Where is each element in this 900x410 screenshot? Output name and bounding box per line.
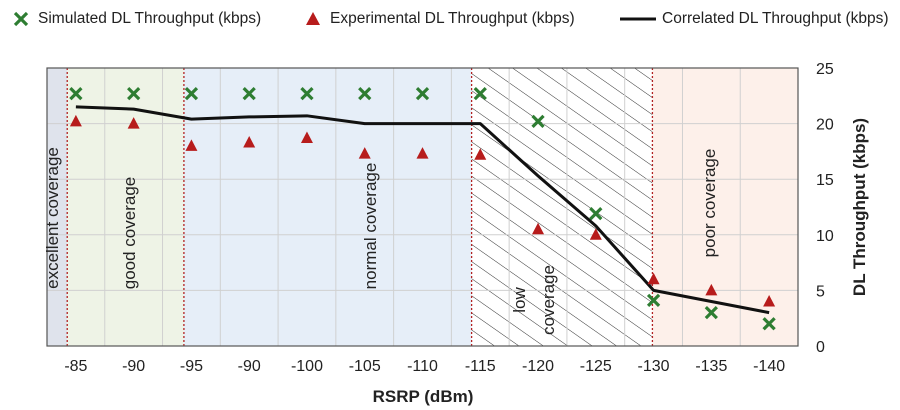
y-tick-label: 5 [816, 283, 825, 300]
simulated-point-stroke [358, 86, 372, 101]
region-bg-2 [183, 68, 472, 346]
region-label-low: low [510, 287, 529, 313]
line-marker-icon [620, 17, 656, 21]
y-tick-label: 20 [816, 117, 834, 134]
experimental-point [185, 139, 198, 151]
x-axis-label: RSRP (dBm) [373, 387, 474, 406]
triangle-marker-icon [306, 12, 320, 25]
simulated-point [415, 86, 430, 101]
experimental-point [300, 131, 313, 144]
simulated-point-stroke [127, 86, 141, 101]
x-tick-label: -115 [465, 358, 496, 375]
legend-item-correlated: Correlated DL Throughput (kbps) [620, 8, 889, 30]
simulated-point [300, 86, 314, 101]
simulated-point [69, 86, 83, 101]
y-tick-label: 15 [816, 172, 834, 189]
simulated-point-stroke [531, 114, 545, 129]
x-tick-label: -120 [522, 358, 554, 375]
x-tick-label: -100 [291, 358, 323, 375]
legend-item-simulated: Simulated DL Throughput (kbps) [10, 8, 261, 30]
y-axis-label: DL Throughput (kbps) [850, 118, 869, 296]
region-bg-0 [47, 68, 68, 346]
simulated-point [589, 207, 603, 221]
experimental-point [532, 222, 545, 235]
simulated-point-stroke [69, 86, 83, 101]
x-tick-label: -90 [238, 358, 261, 375]
simulated-point [358, 86, 372, 101]
simulated-point-stroke [300, 86, 314, 101]
axis-ticks: -85 -90 -95 -90 -100 -105 -110 -115 -120 -125 -130… [64, 61, 834, 375]
experimental-point [358, 147, 371, 159]
experimental-point [763, 295, 776, 307]
simulated-point-stroke [704, 306, 718, 320]
simulated-point [127, 86, 141, 101]
x-tick-label: -95 [180, 358, 203, 375]
simulated-point [242, 86, 256, 101]
region-label-normal: normal coverage [361, 163, 380, 290]
simulated-point-stroke [415, 86, 430, 101]
legend-item-experimental: Experimental DL Throughput (kbps) [302, 8, 575, 30]
experimental-point [647, 272, 660, 285]
simulated-point-stroke [184, 86, 199, 101]
correlated-line [75, 105, 770, 315]
plot-frame [46, 67, 799, 347]
simulated-point-stroke [646, 293, 661, 308]
simulated-point [704, 306, 718, 320]
region-label-low-2: coverage [539, 265, 558, 335]
series-layer [69, 86, 776, 331]
x-tick-label: -140 [753, 358, 785, 375]
x-marker-icon [13, 11, 29, 27]
x-tick-label: -125 [580, 358, 612, 375]
simulated-point [473, 86, 487, 101]
legend-label-simulated: Simulated DL Throughput (kbps) [38, 10, 262, 27]
simulated-point [184, 86, 199, 101]
simulated-point [646, 293, 661, 308]
experimental-point [474, 148, 487, 160]
legend-label-experimental: Experimental DL Throughput (kbps) [330, 10, 575, 27]
simulated-point-stroke [473, 86, 487, 101]
simulated-point [531, 114, 545, 129]
legend: Simulated DL Throughput (kbps) Experimen… [0, 0, 900, 40]
region-label-good: good coverage [120, 177, 139, 289]
experimental-point [243, 136, 256, 148]
y-tick-label: 10 [816, 228, 834, 245]
y-tick-label: 25 [816, 61, 834, 78]
plot-border [46, 67, 799, 347]
experimental-point [589, 228, 602, 240]
x-tick-label: -110 [407, 358, 438, 375]
region-labels: excellent coverage good coverage normal co… [43, 147, 719, 335]
experimental-point [705, 283, 718, 296]
x-tick-label: -130 [638, 358, 670, 375]
x-tick-label: -135 [695, 358, 727, 375]
simulated-point-stroke [242, 86, 256, 101]
simulated-point [762, 317, 776, 331]
coverage-regions [47, 68, 798, 346]
x-tick-label: -90 [122, 358, 145, 375]
region-label-poor: poor coverage [700, 149, 719, 258]
experimental-point [127, 117, 140, 129]
x-tick-label: -105 [349, 358, 381, 375]
simulated-point-stroke [589, 207, 603, 221]
y-tick-label: 0 [816, 339, 825, 356]
region-hatch-3 [471, 68, 653, 346]
simulated-point-stroke [762, 317, 776, 331]
region-label-excellent: excellent coverage [43, 147, 62, 289]
legend-label-correlated: Correlated DL Throughput (kbps) [662, 10, 889, 27]
experimental-point [69, 114, 82, 127]
x-tick-label: -85 [64, 358, 87, 375]
region-bg-4 [652, 68, 798, 346]
experimental-point [416, 147, 429, 159]
